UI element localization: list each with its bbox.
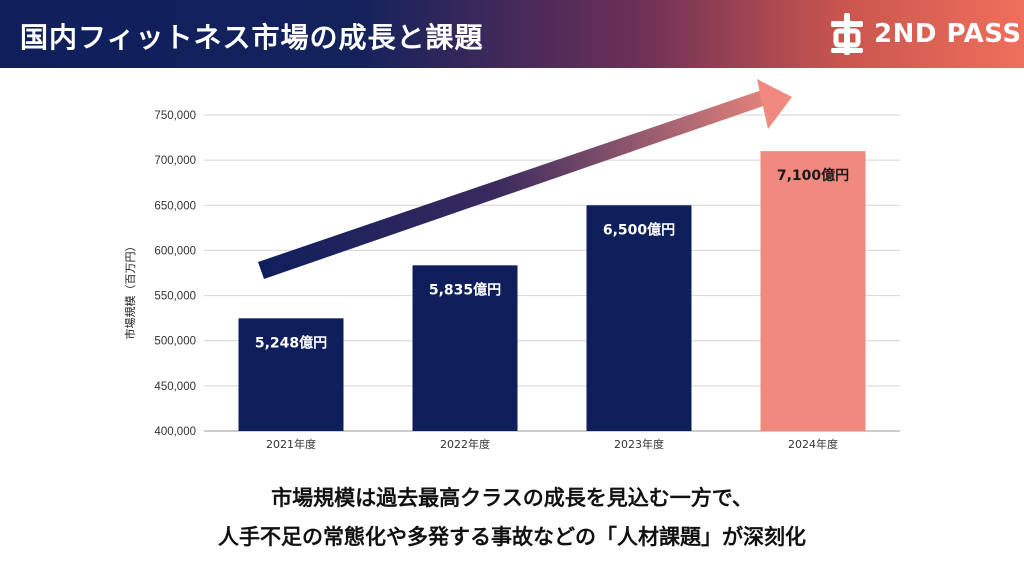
y-tick-label: 700,000 [154, 155, 196, 167]
y-tick-label: 500,000 [154, 336, 196, 348]
x-category-label: 2022年度 [440, 437, 490, 451]
logo-mark-icon [831, 13, 863, 55]
caption-line-2: 人手不足の常態化や多発する事故などの「人材課題」が深刻化 [218, 525, 806, 549]
bar [412, 265, 518, 431]
bar-data-label: 5,248億円 [255, 334, 327, 351]
y-tick-label: 650,000 [154, 200, 196, 212]
caption-line-1: 市場規模は過去最高クラスの成長を見込む一方で、 [271, 486, 753, 510]
bar [238, 318, 344, 431]
page-title: 国内フィットネス市場の成長と課題 [20, 21, 484, 54]
bar [760, 151, 866, 431]
header-bar: 国内フィットネス市場の成長と課題 2ND PASS [0, 0, 1024, 68]
y-tick-label: 750,000 [154, 110, 196, 122]
brand-logo: 2ND PASS [828, 12, 1021, 56]
y-axis-ticks: 400,000 450,000 500,000 550,000 600,000 650,0… [154, 110, 196, 438]
bar [586, 205, 692, 431]
y-tick-label: 400,000 [154, 426, 196, 438]
trend-arrow-icon [258, 79, 792, 279]
logo-text: 2ND PASS [874, 19, 1022, 49]
bars: 5,248億円 5,835億円 6,500億円 7,100億円 [238, 151, 866, 431]
bar-data-label: 5,835億円 [429, 281, 501, 298]
y-tick-label: 600,000 [154, 245, 196, 257]
y-tick-label: 450,000 [154, 381, 196, 393]
y-axis-label: 市場規模（百万円） [123, 241, 137, 340]
y-tick-label: 550,000 [154, 291, 196, 303]
x-category-label: 2023年度 [614, 437, 664, 451]
market-size-chart: 400,000 450,000 500,000 550,000 600,000 650,0… [123, 79, 900, 451]
bar-data-label: 6,500億円 [603, 221, 675, 238]
bar-data-label: 7,100億円 [777, 167, 849, 184]
x-axis-categories: 2021年度 2022年度 2023年度 2024年度 [266, 437, 838, 451]
x-category-label: 2024年度 [788, 437, 838, 451]
x-category-label: 2021年度 [266, 437, 316, 451]
